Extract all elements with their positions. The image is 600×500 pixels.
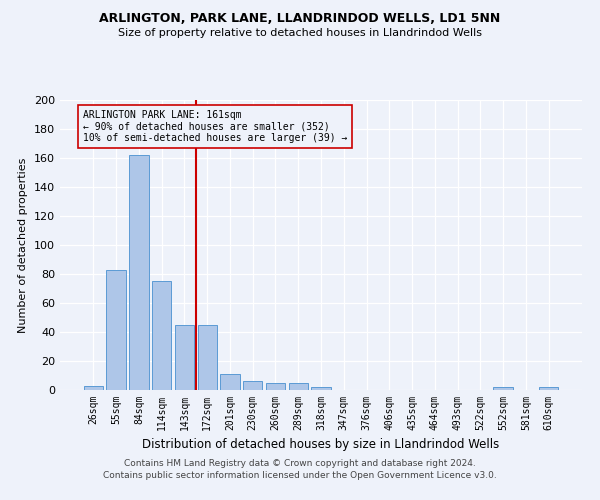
Bar <box>289 383 308 390</box>
Bar <box>129 155 149 390</box>
Bar <box>84 386 103 390</box>
Y-axis label: Number of detached properties: Number of detached properties <box>19 158 28 332</box>
Bar <box>152 281 172 390</box>
Bar <box>175 325 194 390</box>
Bar <box>106 270 126 390</box>
Bar <box>243 382 262 390</box>
Bar <box>493 387 513 390</box>
Text: ARLINGTON PARK LANE: 161sqm
← 90% of detached houses are smaller (352)
10% of se: ARLINGTON PARK LANE: 161sqm ← 90% of det… <box>83 110 347 144</box>
Bar <box>266 383 285 390</box>
X-axis label: Distribution of detached houses by size in Llandrindod Wells: Distribution of detached houses by size … <box>142 438 500 452</box>
Text: Size of property relative to detached houses in Llandrindod Wells: Size of property relative to detached ho… <box>118 28 482 38</box>
Bar <box>539 387 558 390</box>
Bar <box>311 387 331 390</box>
Text: ARLINGTON, PARK LANE, LLANDRINDOD WELLS, LD1 5NN: ARLINGTON, PARK LANE, LLANDRINDOD WELLS,… <box>100 12 500 26</box>
Bar <box>220 374 239 390</box>
Bar <box>197 325 217 390</box>
Text: Contains HM Land Registry data © Crown copyright and database right 2024.
Contai: Contains HM Land Registry data © Crown c… <box>103 458 497 480</box>
